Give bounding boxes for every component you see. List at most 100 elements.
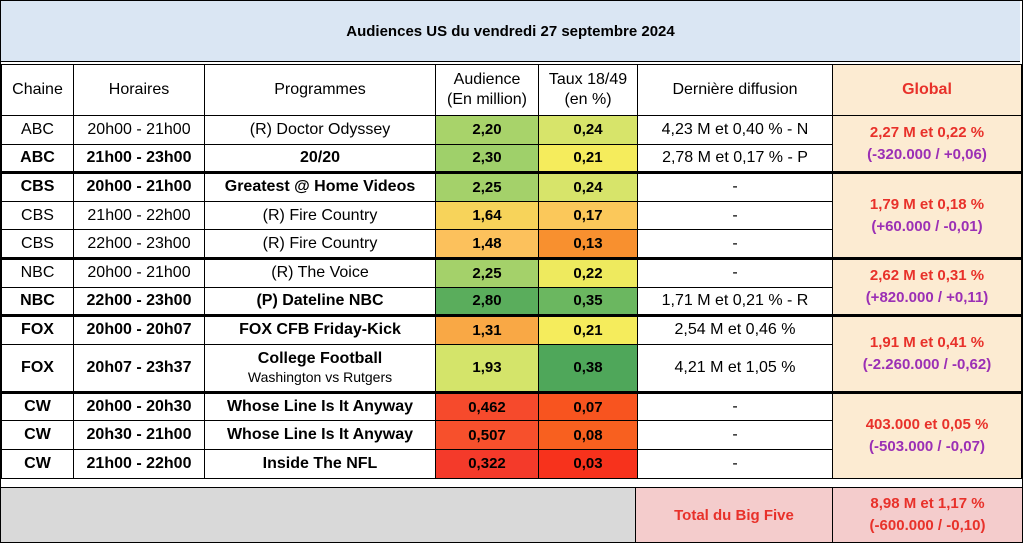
cell-horaires: 21h00 - 22h00 (73, 200, 205, 231)
cell-chaine: NBC (1, 286, 74, 317)
cell-programme: Whose Line Is It Anyway (204, 390, 436, 422)
cell-audience: 1,48 (435, 229, 539, 259)
header-chaine: Chaine (1, 64, 74, 116)
cell-audience: 2,25 (435, 256, 539, 288)
cell-chaine: NBC (1, 256, 74, 288)
cell-audience: 1,31 (435, 314, 539, 345)
cell-horaires: 22h00 - 23h00 (73, 286, 205, 317)
header-global: Global (832, 64, 1022, 116)
cell-programme: Greatest @ Home Videos (204, 171, 436, 202)
page-title: Audiences US du vendredi 27 septembre 20… (1, 1, 1020, 62)
cell-derniere: 2,54 M et 0,46 % (637, 314, 833, 345)
table-row: FOX 20h07 - 23h37 College Football Washin… (1, 343, 1022, 393)
table-row: CW 20h30 - 21h00 Whose Line Is It Anyway… (1, 420, 1022, 450)
cell-horaires: 20h00 - 21h00 (73, 171, 205, 202)
cell-taux: 0,17 (538, 200, 638, 231)
cell-taux: 0,22 (538, 256, 638, 288)
cell-chaine: FOX (1, 314, 74, 345)
cell-horaires: 22h00 - 23h00 (73, 229, 205, 259)
table-row: CBS 22h00 - 23h00 (R) Fire Country 1,48 … (1, 229, 1022, 259)
table-row: NBC 20h00 - 21h00 (R) The Voice 2,25 0,2… (1, 256, 1022, 317)
cell-programme: 20/20 (204, 143, 436, 174)
cell-chaine: CW (1, 448, 74, 479)
cell-programme: (R) Doctor Odyssey (204, 115, 436, 145)
audience-table: Chaine Horaires Programmes Audience (En m… (1, 64, 1022, 479)
cell-chaine: FOX (1, 343, 74, 393)
table-row: CW 21h00 - 22h00 Inside The NFL 0,322 0,… (1, 448, 1022, 479)
header-taux: Taux 18/49 (en %) (538, 64, 638, 116)
cell-derniere: - (637, 420, 833, 450)
cell-audience: 1,93 (435, 343, 539, 393)
cell-chaine: CBS (1, 229, 74, 259)
cell-chaine: ABC (1, 143, 74, 174)
cell-horaires: 20h00 - 20h30 (73, 390, 205, 422)
cell-taux: 0,21 (538, 143, 638, 174)
header-programmes: Programmes (204, 64, 436, 116)
total-value: 8,98 M et 1,17 % (-600.000 / -0,10) (832, 487, 1022, 542)
cell-audience: 1,64 (435, 200, 539, 231)
cell-taux: 0,07 (538, 390, 638, 422)
cell-audience: 2,25 (435, 171, 539, 202)
cell-chaine: CBS (1, 171, 74, 202)
cell-taux: 0,08 (538, 420, 638, 450)
cell-taux: 0,24 (538, 115, 638, 145)
table-row: CBS 20h00 - 21h00 Greatest @ Home Videos… (1, 171, 1022, 259)
cell-global-cbs: 1,79 M et 0,18 % (+60.000 / -0,01) (832, 171, 1022, 259)
cell-programme: (R) The Voice (204, 256, 436, 288)
footer-spacer (1, 487, 635, 542)
cell-programme: College Football Washington vs Rutgers (204, 343, 436, 393)
cell-derniere: - (637, 229, 833, 259)
cell-audience: 0,322 (435, 448, 539, 479)
cell-audience: 0,462 (435, 390, 539, 422)
cell-taux: 0,24 (538, 171, 638, 202)
cell-derniere: 2,78 M et 0,17 % - P (637, 143, 833, 174)
header-horaires: Horaires (73, 64, 205, 116)
cell-global-fox: 1,91 M et 0,41 % (-2.260.000 / -0,62) (832, 314, 1022, 393)
table-row: FOX 20h00 - 20h07 FOX CFB Friday-Kick 1,… (1, 314, 1022, 393)
cell-programme: Inside The NFL (204, 448, 436, 479)
cell-derniere: - (637, 448, 833, 479)
cell-chaine: CBS (1, 200, 74, 231)
cell-derniere: 4,21 M et 1,05 % (637, 343, 833, 393)
table-row: CBS 21h00 - 22h00 (R) Fire Country 1,64 … (1, 200, 1022, 231)
table-row: NBC 22h00 - 23h00 (P) Dateline NBC 2,80 … (1, 286, 1022, 317)
table-row: ABC 21h00 - 23h00 20/20 2,30 0,21 2,78 M… (1, 143, 1022, 174)
table-row: ABC 20h00 - 21h00 (R) Doctor Odyssey 2,2… (1, 114, 1022, 174)
cell-audience: 2,20 (435, 115, 539, 145)
cell-horaires: 21h00 - 22h00 (73, 448, 205, 479)
cell-chaine: ABC (1, 115, 74, 145)
cell-derniere: 4,23 M et 0,40 % - N (637, 115, 833, 145)
cell-audience: 2,80 (435, 286, 539, 317)
table-row: CW 20h00 - 20h30 Whose Line Is It Anyway… (1, 390, 1022, 479)
cell-taux: 0,21 (538, 314, 638, 345)
total-label: Total du Big Five (635, 487, 832, 542)
cell-horaires: 20h00 - 21h00 (73, 115, 205, 145)
header-audience: Audience (En million) (435, 64, 539, 116)
cell-horaires: 21h00 - 23h00 (73, 143, 205, 174)
cell-global-abc: 2,27 M et 0,22 % (-320.000 / +0,06) (832, 114, 1022, 174)
cell-global-nbc: 2,62 M et 0,31 % (+820.000 / +0,11) (832, 256, 1022, 317)
cell-horaires: 20h07 - 23h37 (73, 343, 205, 393)
cell-programme: (P) Dateline NBC (204, 286, 436, 317)
cell-taux: 0,03 (538, 448, 638, 479)
cell-taux: 0,38 (538, 343, 638, 393)
cell-audience: 0,507 (435, 420, 539, 450)
cell-derniere: - (637, 390, 833, 422)
cell-derniere: 1,71 M et 0,21 % - R (637, 286, 833, 317)
cell-horaires: 20h30 - 21h00 (73, 420, 205, 450)
cell-derniere: - (637, 200, 833, 231)
cell-horaires: 20h00 - 20h07 (73, 314, 205, 345)
cell-taux: 0,13 (538, 229, 638, 259)
cell-derniere: - (637, 171, 833, 202)
cell-chaine: CW (1, 390, 74, 422)
cell-audience: 2,30 (435, 143, 539, 174)
cell-global-cw: 403.000 et 0,05 % (-503.000 / -0,07) (832, 390, 1022, 479)
cell-programme: (R) Fire Country (204, 229, 436, 259)
cell-taux: 0,35 (538, 286, 638, 317)
cell-programme: Whose Line Is It Anyway (204, 420, 436, 450)
header-row: Chaine Horaires Programmes Audience (En m… (1, 64, 1022, 116)
cell-programme: FOX CFB Friday-Kick (204, 314, 436, 345)
cell-derniere: - (637, 256, 833, 288)
cell-chaine: CW (1, 420, 74, 450)
cell-programme: (R) Fire Country (204, 200, 436, 231)
